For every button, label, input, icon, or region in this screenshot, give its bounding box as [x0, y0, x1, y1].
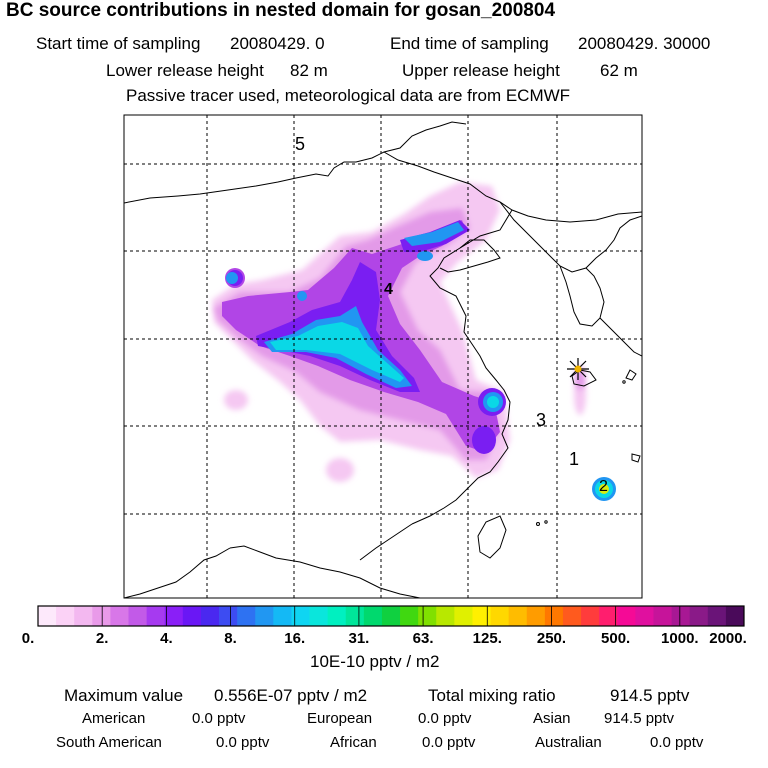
colorbar-tick-label: 125. — [472, 630, 502, 647]
colorbar-unit: 10E-10 pptv / m2 — [310, 652, 440, 671]
lower-release-label: Lower release height — [106, 61, 264, 80]
european-label: European — [307, 710, 373, 727]
australian-label: Australian — [535, 734, 602, 751]
tracer-note: Passive tracer used, meteorological data… — [126, 86, 571, 105]
upper-release-label: Upper release height — [402, 61, 560, 80]
end-time-label: End time of sampling — [390, 34, 549, 53]
colorbar-tick-label: 500. — [601, 630, 631, 647]
coastlines — [124, 121, 642, 598]
contribution-field — [124, 115, 642, 598]
region-label-3: 3 — [536, 410, 547, 430]
grid-lines — [124, 115, 642, 598]
total-mixing-value: 914.5 pptv — [610, 686, 690, 705]
lower-release-value: 82 m — [290, 61, 328, 80]
colorbar-tick-label: 4. — [160, 630, 173, 647]
african-value: 0.0 pptv — [422, 734, 476, 751]
south-american-label: South American — [56, 734, 162, 751]
region-label-1: 1 — [569, 449, 580, 469]
region-label-4: 4 — [384, 281, 393, 298]
start-time-value: 20080429. 0 — [230, 34, 325, 53]
australian-value: 0.0 pptv — [650, 734, 704, 751]
colorbar-tick-label: 31. — [348, 630, 370, 647]
start-time-label: Start time of sampling — [36, 34, 201, 53]
european-value: 0.0 pptv — [418, 710, 472, 727]
max-value: 0.556E-07 pptv / m2 — [214, 686, 368, 705]
receptor-star-icon — [567, 358, 589, 380]
asian-label: Asian — [533, 710, 571, 727]
end-time-value: 20080429. 30000 — [578, 34, 711, 53]
south-american-value: 0.0 pptv — [216, 734, 270, 751]
colorbar-tick-label: 0. — [21, 630, 35, 647]
colorbar-tick-label: 2. — [95, 630, 109, 647]
colorbar-tick-label: 8. — [224, 630, 237, 647]
african-label: African — [330, 734, 377, 751]
american-value: 0.0 pptv — [192, 710, 246, 727]
colorbar-tick-label: 250. — [536, 630, 567, 647]
colorbar-tick-label: 16. — [284, 630, 306, 647]
colorbar-tick-label: 2000. — [709, 630, 747, 647]
american-label: American — [82, 710, 146, 727]
map-frame — [123, 114, 643, 599]
region-label-2: 2 — [599, 478, 608, 495]
upper-release-value: 62 m — [600, 61, 638, 80]
region-label-5: 5 — [295, 134, 306, 154]
colorbar-tick-label: 1000. — [661, 630, 699, 647]
asian-value: 914.5 pptv — [604, 710, 675, 727]
max-value-label: Maximum value — [64, 686, 184, 705]
plot-title: BC source contributions in nested domain… — [6, 0, 556, 21]
total-mixing-label: Total mixing ratio — [428, 686, 556, 705]
colorbar-tick-label: 63. — [412, 630, 434, 647]
